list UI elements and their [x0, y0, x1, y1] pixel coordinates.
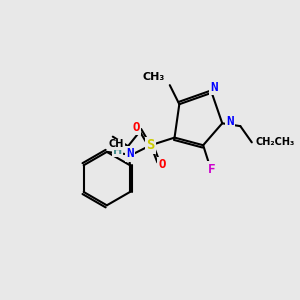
Text: N: N: [126, 147, 134, 160]
Text: N: N: [226, 115, 234, 128]
Text: F: F: [208, 163, 215, 176]
Text: N: N: [210, 80, 218, 94]
Text: CH: CH: [109, 139, 124, 149]
Text: CH₃: CH₃: [143, 72, 165, 82]
Text: O: O: [158, 158, 166, 171]
Text: CH₂CH₃: CH₂CH₃: [256, 137, 295, 147]
Text: S: S: [146, 138, 155, 152]
Text: H: H: [113, 146, 122, 156]
Text: O: O: [133, 121, 140, 134]
